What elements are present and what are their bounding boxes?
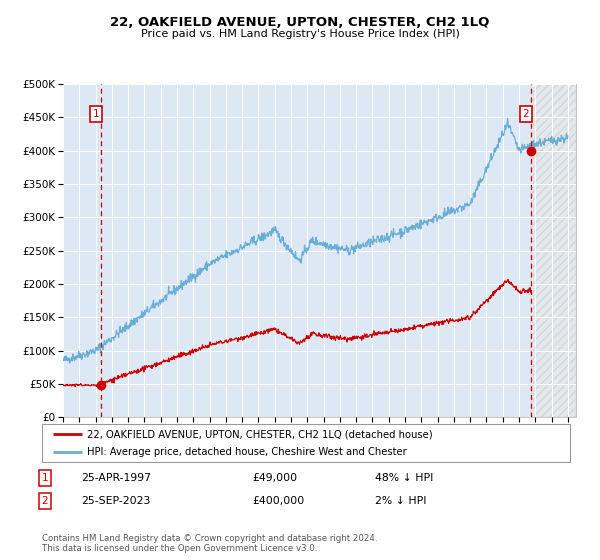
Text: £400,000: £400,000 bbox=[252, 496, 304, 506]
Text: 25-SEP-2023: 25-SEP-2023 bbox=[81, 496, 151, 506]
Text: 2: 2 bbox=[41, 496, 49, 506]
Text: Price paid vs. HM Land Registry's House Price Index (HPI): Price paid vs. HM Land Registry's House … bbox=[140, 29, 460, 39]
Text: 1: 1 bbox=[41, 473, 49, 483]
Text: 25-APR-1997: 25-APR-1997 bbox=[81, 473, 151, 483]
Text: 2: 2 bbox=[523, 109, 529, 119]
Text: £49,000: £49,000 bbox=[252, 473, 297, 483]
Text: 22, OAKFIELD AVENUE, UPTON, CHESTER, CH2 1LQ: 22, OAKFIELD AVENUE, UPTON, CHESTER, CH2… bbox=[110, 16, 490, 29]
Text: 1: 1 bbox=[92, 109, 99, 119]
Text: 22, OAKFIELD AVENUE, UPTON, CHESTER, CH2 1LQ (detached house): 22, OAKFIELD AVENUE, UPTON, CHESTER, CH2… bbox=[87, 429, 433, 439]
FancyBboxPatch shape bbox=[42, 424, 570, 462]
Text: 2% ↓ HPI: 2% ↓ HPI bbox=[375, 496, 427, 506]
Text: HPI: Average price, detached house, Cheshire West and Chester: HPI: Average price, detached house, Ches… bbox=[87, 447, 407, 457]
Text: Contains HM Land Registry data © Crown copyright and database right 2024.
This d: Contains HM Land Registry data © Crown c… bbox=[42, 534, 377, 553]
Text: 48% ↓ HPI: 48% ↓ HPI bbox=[375, 473, 433, 483]
Bar bbox=[531, 84, 576, 417]
